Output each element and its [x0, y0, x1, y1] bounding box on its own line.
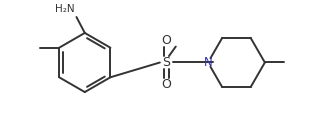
- Text: O: O: [161, 34, 171, 47]
- Text: S: S: [162, 56, 170, 69]
- Text: O: O: [161, 78, 171, 91]
- Text: H₂N: H₂N: [55, 4, 75, 14]
- Text: N: N: [204, 56, 212, 69]
